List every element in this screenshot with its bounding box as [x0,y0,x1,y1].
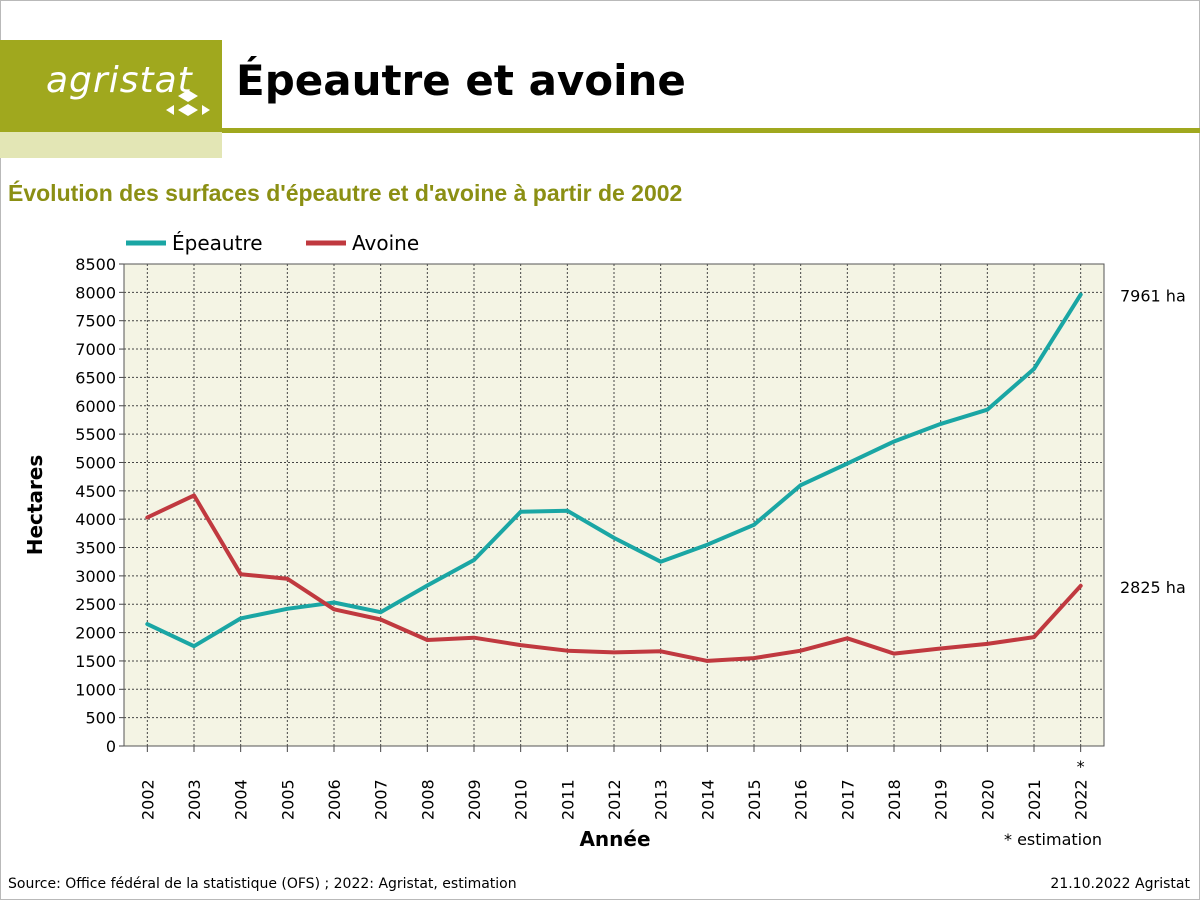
y-tick-label: 1000 [75,680,116,699]
y-tick-label: 3000 [75,567,116,586]
logo-box [0,40,222,132]
y-tick-label: 6000 [75,397,116,416]
plot-border [123,263,1105,747]
x-tick-label: 2010 [512,779,531,820]
x-tick-label: 2020 [978,779,997,820]
x-tick-label: 2002 [138,779,157,820]
x-tick-label: 2012 [605,779,624,820]
y-tick-label: 4000 [75,510,116,529]
x-tick-label: 2016 [792,779,811,820]
x-tick-label: 2021 [1025,779,1044,820]
series-line-avoine [145,493,1083,663]
source-note: Source: Office fédéral de la statistique… [8,876,517,892]
page-title: Épeautre et avoine [236,56,686,105]
y-tick-label: 0 [106,737,116,756]
x-tick-label: 2008 [418,779,437,820]
y-axis-title: Hectares [23,455,47,556]
chart-subtitle: Évolution des surfaces d'épeautre et d'a… [8,180,683,206]
x-axis-title: Année [579,827,650,851]
legend-label: Avoine [352,231,419,255]
y-tick-label: 3500 [75,539,116,558]
logo-text: agristat [46,60,193,101]
y-tick-label: 5000 [75,453,116,472]
x-tick-label: 2022 [1072,779,1091,820]
x-tick-label: 2003 [185,779,204,820]
x-tick-label: 2009 [465,779,484,820]
y-tick-label: 8500 [75,255,116,274]
x-tick-label: 2004 [232,779,251,820]
legend-label: Épeautre [172,231,263,255]
y-tick-label: 2500 [75,595,116,614]
x-tick-label: 2005 [278,779,297,820]
x-tick-label: 2007 [372,779,391,820]
x-tick-label: 2011 [558,779,577,820]
x-tick-label: 2017 [838,779,857,820]
y-tick-label: 1500 [75,652,116,671]
series-line-epeautre [145,292,1083,649]
y-tick-label: 7000 [75,340,116,359]
logo-mark-icon [166,90,210,116]
x-tick-label: 2018 [885,779,904,820]
estimation-footnote: * estimation [1004,830,1103,849]
x-tick-label: 2013 [652,779,671,820]
y-tick-label: 7500 [75,312,116,331]
y-tick-label: 6500 [75,368,116,387]
series-end-label: 2825 ha [1120,578,1186,597]
x-tick-label: 2014 [698,779,717,820]
line-chart: 0 500 1000 1500 2000 2500 3000 3500 4000 4500 5000… [23,231,1186,851]
x-tick-label: 2019 [932,779,951,820]
x-tick-marker: * [1077,757,1085,776]
y-tick-label: 2000 [75,624,116,643]
x-tick-label: 2006 [325,779,344,820]
date-credit: 21.10.2022 Agristat [1050,876,1190,892]
logo-strip [0,132,222,158]
header-rule [222,128,1200,133]
y-tick-label: 5500 [75,425,116,444]
y-tick-label: 500 [85,709,116,728]
y-tick-label: 8000 [75,283,116,302]
x-tick-label: 2015 [745,779,764,820]
series-end-label: 7961 ha [1120,287,1186,306]
y-tick-label: 4500 [75,482,116,501]
